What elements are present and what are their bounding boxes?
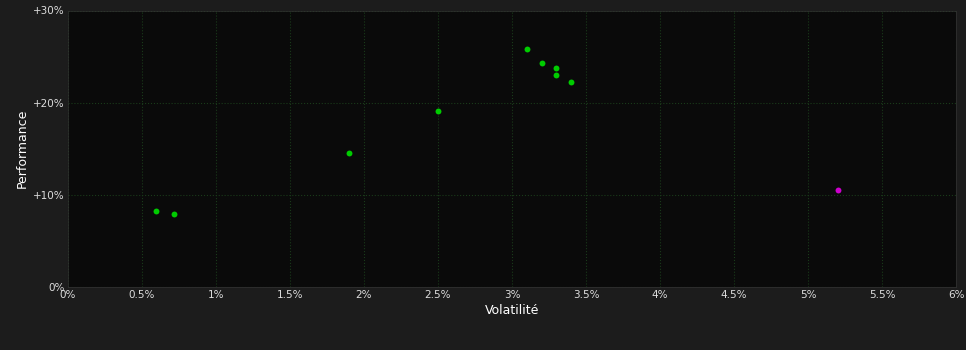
Point — [519, 47, 534, 52]
Point — [830, 188, 845, 193]
Point — [341, 150, 356, 156]
Point — [563, 79, 579, 85]
Y-axis label: Performance: Performance — [16, 109, 29, 188]
Point — [534, 60, 550, 66]
X-axis label: Volatilité: Volatilité — [485, 304, 539, 317]
Point — [549, 65, 564, 70]
Point — [149, 208, 164, 213]
Point — [549, 72, 564, 78]
Point — [166, 211, 182, 217]
Point — [430, 108, 445, 114]
